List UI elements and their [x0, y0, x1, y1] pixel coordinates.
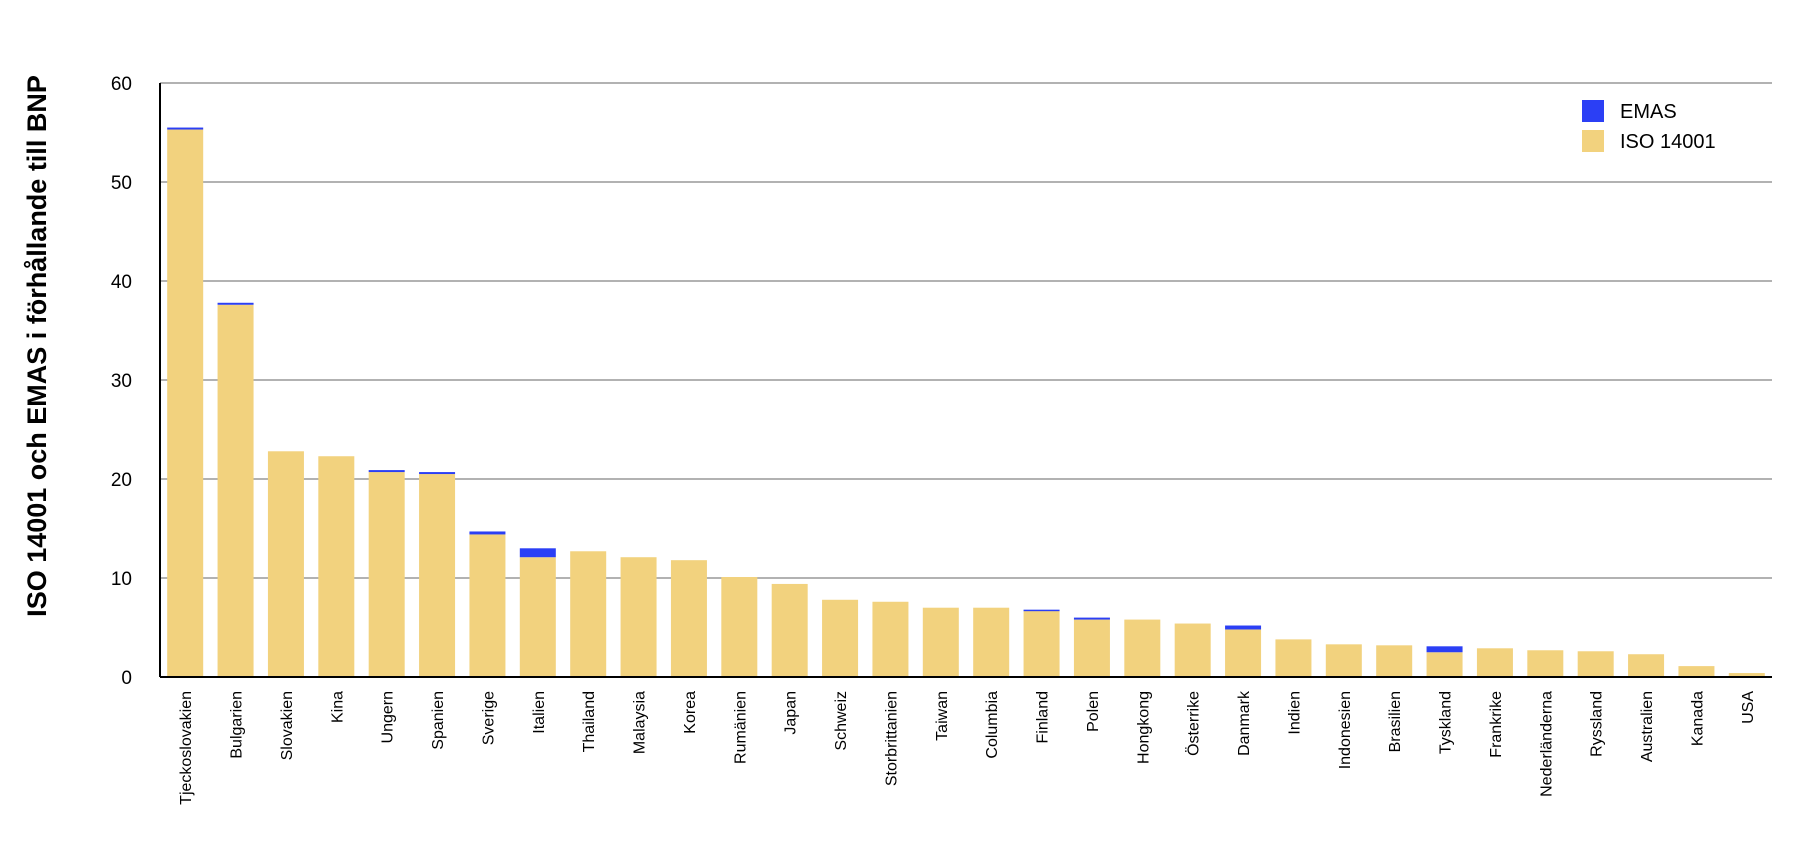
bar-iso-14001: [519, 557, 556, 677]
bar-emas: [1023, 609, 1060, 612]
category-label: Spanien: [430, 691, 447, 750]
bar-iso-14001: [822, 599, 859, 677]
y-tick-label: 60: [111, 74, 132, 95]
category-label: Hongkong: [1135, 691, 1152, 764]
category-label: Korea: [682, 691, 699, 734]
category-label: Kina: [329, 691, 346, 723]
bar-emas: [519, 548, 556, 558]
category-label: Schweiz: [833, 691, 850, 751]
category-label: Thailand: [581, 691, 598, 752]
bar-emas: [1073, 617, 1110, 620]
bar-iso-14001: [670, 560, 707, 677]
bar-iso-14001: [872, 601, 909, 677]
bar-iso-14001: [1426, 652, 1463, 677]
category-label: Rumänien: [732, 691, 749, 764]
category-label: Sverige: [480, 691, 497, 745]
y-tick-label: 50: [111, 173, 132, 194]
bar-iso-14001: [1225, 629, 1262, 677]
legend: EMAS ISO 14001: [1582, 100, 1716, 153]
bar-emas: [217, 302, 254, 305]
category-label: Kanada: [1689, 691, 1706, 746]
bar-iso-14001: [368, 472, 405, 677]
legend-swatch: [1582, 130, 1604, 152]
bar-iso-14001: [1628, 654, 1665, 677]
category-label: Taiwan: [934, 691, 951, 741]
category-label: Danmark: [1236, 690, 1253, 756]
category-label: Ungern: [380, 691, 397, 743]
category-labels: Tjeckoslovakien Bulgarien Slovakien Kina Ung…: [178, 690, 1757, 805]
bar-emas: [368, 470, 405, 473]
category-label: USA: [1740, 691, 1757, 724]
category-label: Australien: [1639, 691, 1656, 762]
bar-iso-14001: [1174, 623, 1211, 677]
bar-iso-14001: [1527, 650, 1564, 677]
bar-iso-14001: [1325, 644, 1362, 677]
category-label: Japan: [783, 691, 800, 735]
bar-iso-14001: [1275, 639, 1312, 677]
bar-iso-14001: [1728, 673, 1765, 677]
bar-emas: [1426, 646, 1463, 653]
category-label: Ryssland: [1589, 691, 1606, 757]
category-label: Frankrike: [1488, 691, 1505, 758]
category-label: Storbrittanien: [883, 691, 900, 786]
category-label: Malaysia: [632, 691, 649, 754]
bar-emas: [1225, 625, 1262, 630]
category-label: Italien: [531, 691, 548, 734]
bar-iso-14001: [318, 456, 355, 677]
bar-iso-14001: [1476, 648, 1513, 677]
bar-iso-14001: [267, 451, 304, 677]
category-label: Tjeckoslovakien: [178, 691, 195, 805]
bar-iso-14001: [1577, 651, 1614, 677]
legend-label: ISO 14001: [1620, 131, 1716, 153]
category-label: Finland: [1035, 691, 1052, 743]
y-tick-label: 10: [111, 569, 132, 590]
category-label: Indien: [1286, 691, 1303, 735]
category-label: Österrike: [1185, 691, 1203, 756]
bar-iso-14001: [973, 607, 1010, 677]
axes: [159, 83, 1772, 678]
y-tick-label: 40: [111, 272, 132, 293]
bar-iso-14001: [1023, 610, 1060, 677]
bars: [167, 127, 1765, 677]
category-label: Nederländerna: [1538, 691, 1555, 797]
bar-iso-14001: [1376, 645, 1413, 677]
bar-emas: [469, 531, 506, 535]
category-label: Polen: [1085, 691, 1102, 732]
category-label: Tyskland: [1438, 691, 1455, 754]
category-label: Brasilien: [1387, 691, 1404, 752]
category-label: Bulgarien: [229, 691, 246, 759]
y-tick-label: 30: [111, 371, 132, 392]
bar-iso-14001: [620, 557, 657, 677]
bar-iso-14001: [721, 577, 758, 677]
legend-swatch: [1582, 100, 1604, 122]
bar-iso-14001: [1678, 666, 1715, 677]
y-tick-labels: 0 10 20 30 40 50 60: [111, 74, 132, 689]
bar-iso-14001: [1073, 619, 1110, 677]
y-tick-label: 0: [121, 668, 132, 689]
legend-label: EMAS: [1620, 101, 1677, 123]
bar-iso-14001: [922, 607, 959, 677]
bar-iso-14001: [419, 474, 456, 677]
bar-iso-14001: [167, 129, 204, 677]
y-axis-label: ISO 14001 och EMAS i förhållande till BN…: [22, 75, 52, 617]
bar-iso-14001: [771, 583, 808, 677]
category-label: Indonesien: [1337, 691, 1354, 769]
bar-iso-14001: [469, 534, 506, 677]
bar-emas: [419, 472, 456, 475]
y-tick-label: 20: [111, 470, 132, 491]
bar-emas: [167, 127, 204, 130]
category-label: Columbia: [984, 691, 1001, 759]
category-label: Slovakien: [279, 691, 296, 760]
bar-iso-14001: [217, 304, 254, 677]
bar-iso-14001: [570, 551, 607, 677]
bar-iso-14001: [1124, 619, 1161, 677]
